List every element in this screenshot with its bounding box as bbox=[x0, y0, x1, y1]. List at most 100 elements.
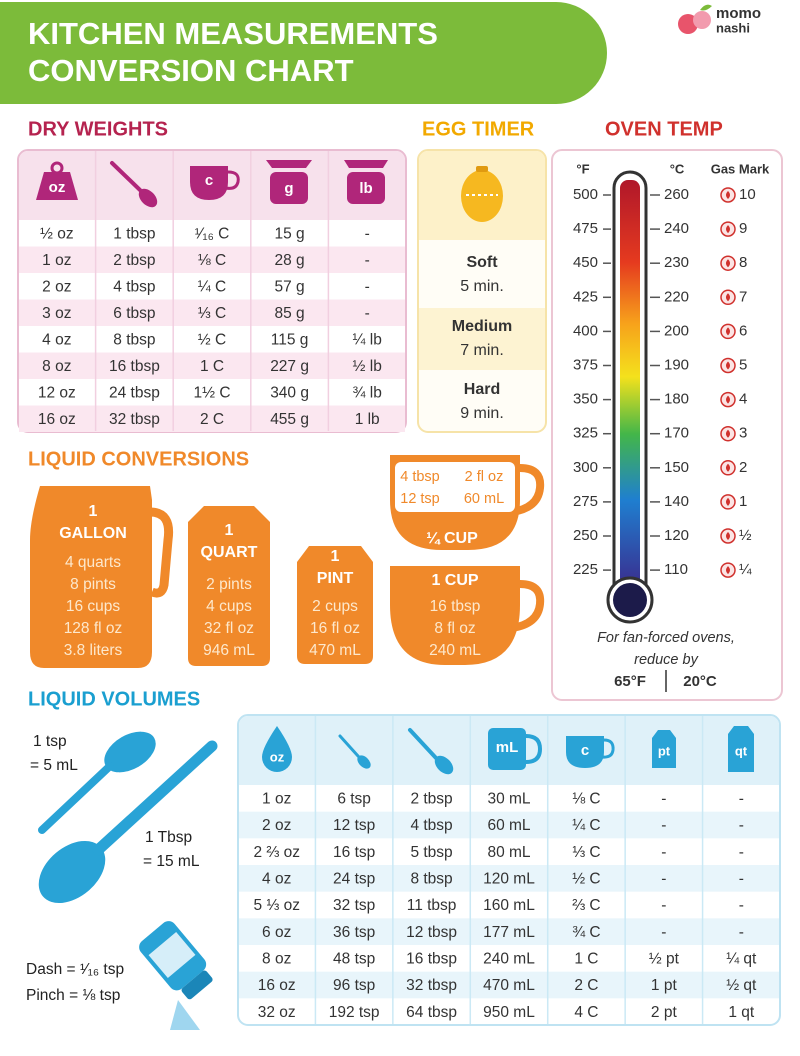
shaker-cap bbox=[181, 970, 213, 1000]
gas-icon bbox=[726, 259, 730, 268]
celsius: 110 bbox=[664, 561, 688, 578]
icon-spoon bbox=[110, 161, 142, 192]
table-cell: 2 oz bbox=[262, 817, 291, 834]
icon-label: mL bbox=[496, 739, 519, 756]
table-cell: 24 tsp bbox=[333, 870, 375, 887]
container-count: 1 bbox=[331, 548, 340, 565]
icon-label: oz bbox=[49, 179, 66, 196]
table-cell: 85 g bbox=[275, 305, 305, 322]
row-stripe bbox=[19, 352, 405, 379]
table-cell: - bbox=[365, 225, 370, 242]
table-cell: 8 oz bbox=[262, 950, 291, 967]
icon-label: c bbox=[581, 742, 589, 759]
table-cell: 227 g bbox=[270, 358, 309, 375]
table-cell: 12 oz bbox=[38, 384, 76, 401]
volume-stripes bbox=[239, 811, 779, 999]
icon-label: qt bbox=[735, 743, 748, 758]
row-stripe bbox=[19, 405, 405, 432]
gas-icon bbox=[726, 532, 730, 540]
gas-icon bbox=[726, 191, 730, 199]
table-cell: 15 g bbox=[275, 225, 305, 242]
table-cell: - bbox=[661, 817, 666, 834]
icon-scale bbox=[270, 172, 308, 204]
section-title: DRY WEIGHTS bbox=[28, 118, 168, 140]
brand: nashi bbox=[716, 20, 750, 35]
container-line: 8 pints bbox=[70, 576, 116, 593]
fahrenheit: 450 bbox=[573, 254, 598, 271]
container-line: 470 mL bbox=[309, 642, 361, 659]
fahrenheit: 350 bbox=[573, 391, 598, 408]
table-cell: 1 pt bbox=[651, 977, 678, 994]
table-cell: 1 C bbox=[574, 950, 598, 967]
spoon-label: = 5 mL bbox=[30, 757, 78, 774]
container-unit: QUART bbox=[201, 544, 258, 561]
gas-icon bbox=[726, 497, 730, 506]
oven-note: For fan-forced ovens, bbox=[597, 630, 735, 646]
container-line: 128 fl oz bbox=[64, 620, 123, 637]
table-cell: 28 g bbox=[275, 252, 305, 269]
gas-mark: 3 bbox=[739, 425, 747, 442]
row-stripe bbox=[239, 865, 779, 892]
table-cell: ¹⁄₁₆ C bbox=[195, 225, 230, 242]
oven-frame bbox=[551, 149, 783, 701]
container-line: 3.8 liters bbox=[64, 642, 123, 659]
celsius: 200 bbox=[664, 322, 689, 339]
table-cell: 160 mL bbox=[483, 897, 535, 914]
icon-weight bbox=[50, 161, 64, 175]
table-cell: 16 oz bbox=[258, 977, 296, 994]
egg-label: Hard bbox=[464, 381, 500, 398]
table-cell: ¼ C bbox=[572, 817, 600, 834]
gas-icon bbox=[726, 361, 730, 370]
container-count: 1 bbox=[89, 503, 98, 520]
table-cell: 4 oz bbox=[262, 870, 291, 887]
icon-label: g bbox=[284, 180, 293, 197]
table-cell: ½ lb bbox=[353, 358, 382, 375]
icon-measuring-cup bbox=[488, 728, 526, 770]
gas-mark: ½ bbox=[739, 527, 752, 544]
table-cell: - bbox=[739, 870, 744, 887]
row-stripe bbox=[239, 971, 779, 999]
table-cell: 30 mL bbox=[487, 790, 530, 807]
fahrenheit: 375 bbox=[573, 356, 598, 373]
table-cell: 3 oz bbox=[42, 305, 71, 322]
table-cell: 4 oz bbox=[42, 331, 71, 348]
icon-carton bbox=[728, 726, 754, 772]
container-line: 4 quarts bbox=[65, 554, 121, 571]
table-cell: 2 C bbox=[574, 977, 598, 994]
table-cell: 340 g bbox=[270, 384, 309, 401]
fahrenheit: 425 bbox=[573, 288, 598, 305]
oven-header: °C bbox=[670, 161, 685, 176]
table-cell: 2 tbsp bbox=[410, 790, 452, 807]
logo-leaf bbox=[700, 4, 712, 11]
header-banner bbox=[0, 2, 607, 104]
gas-mark: 4 bbox=[739, 391, 747, 408]
celsius: 170 bbox=[664, 425, 689, 442]
gas-icon bbox=[726, 463, 730, 472]
oven-header: Gas Mark bbox=[711, 161, 770, 176]
row-stripe bbox=[239, 918, 779, 945]
table-cell: - bbox=[739, 844, 744, 861]
icon-label: lb bbox=[359, 180, 372, 197]
container-line: 16 cups bbox=[66, 598, 121, 615]
table-cell: 1 oz bbox=[42, 252, 71, 269]
egg-time: 9 min. bbox=[460, 405, 504, 422]
container-count: 1 bbox=[225, 522, 234, 539]
oven-note: reduce by bbox=[634, 652, 698, 668]
gas-mark: 8 bbox=[739, 254, 747, 271]
table-cell: 1 oz bbox=[262, 790, 291, 807]
oven-note-value: 65°F bbox=[614, 673, 646, 690]
icon-spoon bbox=[408, 728, 438, 760]
pint-carton bbox=[297, 546, 373, 664]
table-cell: 2 pt bbox=[651, 1004, 678, 1021]
pinch-label: Pinch = ⅛ tsp bbox=[26, 987, 120, 1004]
container-unit: PINT bbox=[317, 570, 354, 587]
icon-label: oz bbox=[270, 749, 285, 764]
table-cell: 16 oz bbox=[38, 411, 76, 428]
celsius: 140 bbox=[664, 493, 689, 510]
icon-spoon bbox=[357, 755, 371, 769]
icon-scale bbox=[266, 160, 312, 168]
container-line: 32 fl oz bbox=[204, 620, 254, 637]
cup-mug bbox=[390, 566, 520, 665]
quarter-cup-line: 12 tsp bbox=[400, 491, 440, 507]
